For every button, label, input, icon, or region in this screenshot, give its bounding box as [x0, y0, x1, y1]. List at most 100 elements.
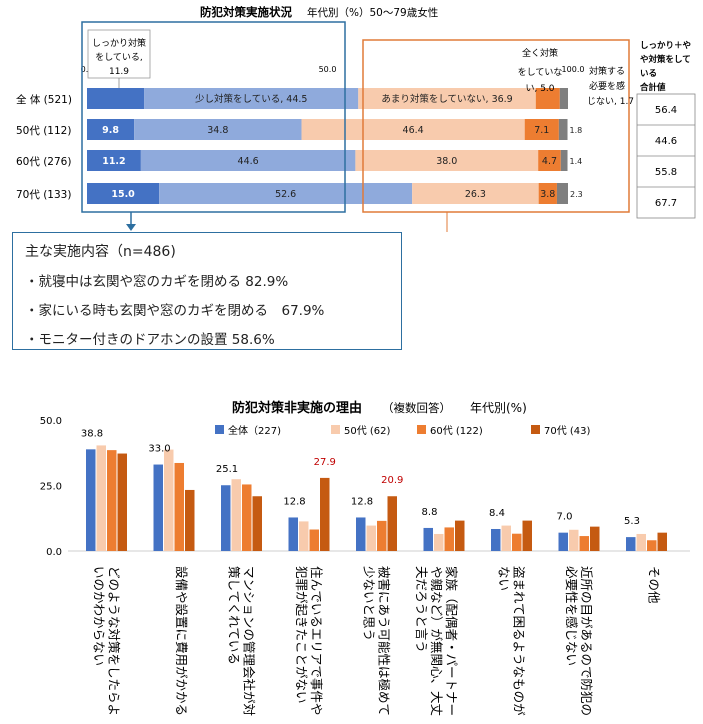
top-value-label: 34.8: [207, 125, 228, 136]
top-bar-notmuch: [358, 88, 536, 109]
top-bar-none: [538, 183, 557, 204]
bottom-category-label: 被害にあう可能性は極めて: [377, 566, 392, 716]
top-bar-none: [538, 150, 561, 171]
implementation-status-chart: 防犯対策実施状況 年代別（%）50～79歳女性 0.0 50.0 100.0 全 体…: [16, 5, 696, 232]
bottom-bar: [387, 496, 397, 551]
top-value-label: 26.3: [465, 189, 486, 200]
bottom-category-label: 設備や設置に費用がかかる: [174, 566, 189, 716]
top-bar-firm: [87, 88, 145, 109]
callout-title: 主な実施内容（n=486): [25, 244, 176, 260]
bottom-value-label: 8.4: [489, 508, 505, 519]
bottom-tick-label: 50.0: [40, 416, 62, 427]
svg-text:や対策をして: や対策をして: [640, 54, 691, 65]
legend-swatch: [331, 425, 340, 434]
svg-text:をしていな: をしていな: [518, 67, 563, 78]
bottom-value-label: 33.0: [148, 444, 170, 455]
bottom-bar: [647, 540, 657, 551]
main-measures-callout: 主な実施内容（n=486) ・就寝中は玄関や窓のカギを閉める 82.9% ・家に…: [12, 232, 402, 350]
bottom-chart-title: 防犯対策非実施の理由: [232, 400, 362, 416]
unneeded-annotation: 対策する 必要を感 じない, 1.7: [587, 65, 634, 107]
bottom-value-label: 8.8: [422, 507, 438, 518]
top-value-label: 4.7: [542, 156, 557, 167]
top-category-labels: 全 体 (521) 50代 (112) 60代 (276) 70代 (133): [16, 93, 72, 201]
bottom-bar: [434, 533, 444, 551]
top-value-labels: 少し対策をしている, 44.5 あまり対策をしていない, 36.9 9.8 34.8 4…: [102, 93, 583, 200]
top-category-label: 60代 (276): [16, 156, 71, 168]
svg-text:11.9: 11.9: [109, 67, 129, 77]
top-bar-little: [134, 119, 302, 140]
top-bar-little: [159, 183, 413, 204]
bottom-bar: [423, 527, 433, 551]
non-implementation-reasons-chart: 防犯対策非実施の理由 （複数回答） 年代別(%) 全体（227) 50代 (62)…: [40, 400, 690, 716]
legend-label: 全体（227): [228, 424, 281, 437]
top-value-label: 38.0: [436, 156, 457, 167]
svg-text:しっかり＋や: しっかり＋や: [640, 40, 691, 51]
bottom-bar: [512, 533, 522, 551]
top-category-label: 70代 (133): [16, 189, 71, 201]
svg-text:をしている,: をしている,: [95, 52, 143, 63]
bottom-tick-label: 25.0: [40, 482, 62, 493]
bottom-category-label: 家族（配偶者・パートナー: [444, 566, 459, 716]
bottom-value-label: 12.8: [283, 496, 305, 507]
bottom-bar: [242, 484, 252, 551]
bottom-category-label: ない: [497, 566, 512, 591]
top-bar-firm: [87, 183, 160, 204]
svg-text:必要を感: 必要を感: [589, 80, 625, 92]
bottom-value-label: 7.0: [557, 512, 573, 523]
bottom-category-label: 必要性を感じない: [564, 566, 579, 666]
bottom-bar: [569, 529, 579, 551]
svg-text:じない, 1.7: じない, 1.7: [587, 96, 634, 107]
bottom-category-label: 住んでいるエリアで事件や: [309, 566, 324, 715]
summary-value: 44.6: [655, 136, 677, 147]
bottom-tick-label: 0.0: [46, 547, 62, 558]
top-axis-ticks: 0.0 50.0 100.0: [81, 65, 585, 74]
bottom-bar: [657, 532, 667, 551]
top-value-label: 2.3: [570, 190, 583, 199]
bottom-bar: [231, 479, 241, 551]
bottom-grouped-bars: [86, 445, 667, 551]
bottom-category-label: 夫だろうと言う: [414, 566, 429, 653]
legend-swatch: [531, 425, 540, 434]
bottom-bar: [558, 532, 568, 551]
bottom-bar: [299, 521, 309, 551]
bottom-bar: [288, 517, 298, 551]
legend-swatch: [417, 425, 426, 434]
top-chart-subtitle: 年代別（%）50～79歳女性: [307, 6, 438, 19]
summary-header: しっかり＋や や対策をして いる 合計値: [639, 40, 691, 93]
top-tick-label: 100.0: [562, 65, 585, 74]
summary-value: 67.7: [655, 198, 677, 209]
summary-value: 56.4: [655, 105, 677, 116]
bottom-bar: [491, 528, 501, 551]
bottom-bar: [107, 450, 117, 551]
svg-text:合計値: 合計値: [639, 82, 666, 93]
bottom-category-label: 盗まれて困るようなものが: [512, 566, 527, 716]
svg-text:対策する: 対策する: [589, 65, 625, 77]
bottom-bar: [636, 533, 646, 551]
callout-item: ・就寝中は玄関や窓のカギを閉める 82.9%: [25, 274, 289, 290]
top-bar-notmuch: [412, 183, 539, 204]
bottom-category-label: 策してくれている: [227, 566, 242, 665]
bottom-value-label: 38.8: [81, 428, 103, 439]
top-tick-label: 0.0: [81, 65, 94, 74]
top-bar-unneeded: [559, 88, 568, 109]
top-value-label: 3.8: [540, 189, 555, 200]
bottom-bar: [501, 525, 511, 551]
callout-item: ・モニター付きのドアホンの設置 58.6%: [25, 332, 275, 348]
bottom-chart-title-note: （複数回答）: [382, 401, 451, 415]
bottom-bar: [86, 449, 96, 551]
top-bar-firm: [87, 119, 135, 140]
bottom-bar: [185, 489, 195, 551]
top-bar-unneeded: [560, 150, 568, 171]
summary-table: 56.4 44.6 55.8 67.7: [636, 93, 696, 219]
bottom-category-label: 近所の目があるので防犯の: [579, 566, 594, 716]
legend-label: 50代 (62): [344, 425, 391, 437]
legend-label: 70代 (43): [544, 425, 591, 437]
bottom-bar: [626, 537, 636, 551]
callout-arrow: [126, 212, 136, 231]
bottom-bar: [309, 529, 319, 551]
bottom-value-label: 25.1: [216, 464, 238, 475]
top-value-label: 1.8: [570, 126, 583, 135]
bottom-category-label: その他: [647, 566, 662, 604]
bottom-bar: [96, 445, 106, 551]
top-value-label: 少し対策をしている, 44.5: [195, 93, 307, 105]
